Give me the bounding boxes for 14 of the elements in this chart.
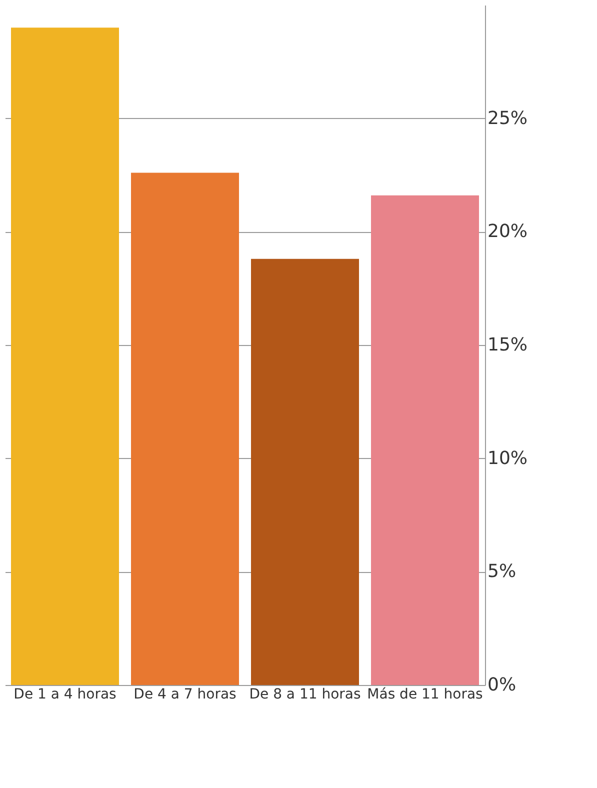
bar	[131, 172, 239, 685]
y-tick-label: 0%	[488, 674, 516, 696]
bar	[11, 28, 119, 685]
y-tick-label: 10%	[488, 448, 528, 469]
bar	[371, 195, 479, 685]
y-tick-label: 15%	[488, 334, 528, 356]
y-tick-label: 25%	[488, 108, 528, 129]
bar	[251, 258, 359, 685]
x-tick-label: De 4 a 7 horas	[134, 686, 236, 702]
x-tick-label: De 1 a 4 horas	[14, 686, 116, 702]
y-tick-label: 20%	[488, 221, 528, 242]
x-tick-label: De 8 a 11 horas	[249, 686, 361, 702]
x-tick-label: Más de 11 horas	[367, 686, 483, 702]
y-tick-label: 5%	[488, 561, 516, 582]
